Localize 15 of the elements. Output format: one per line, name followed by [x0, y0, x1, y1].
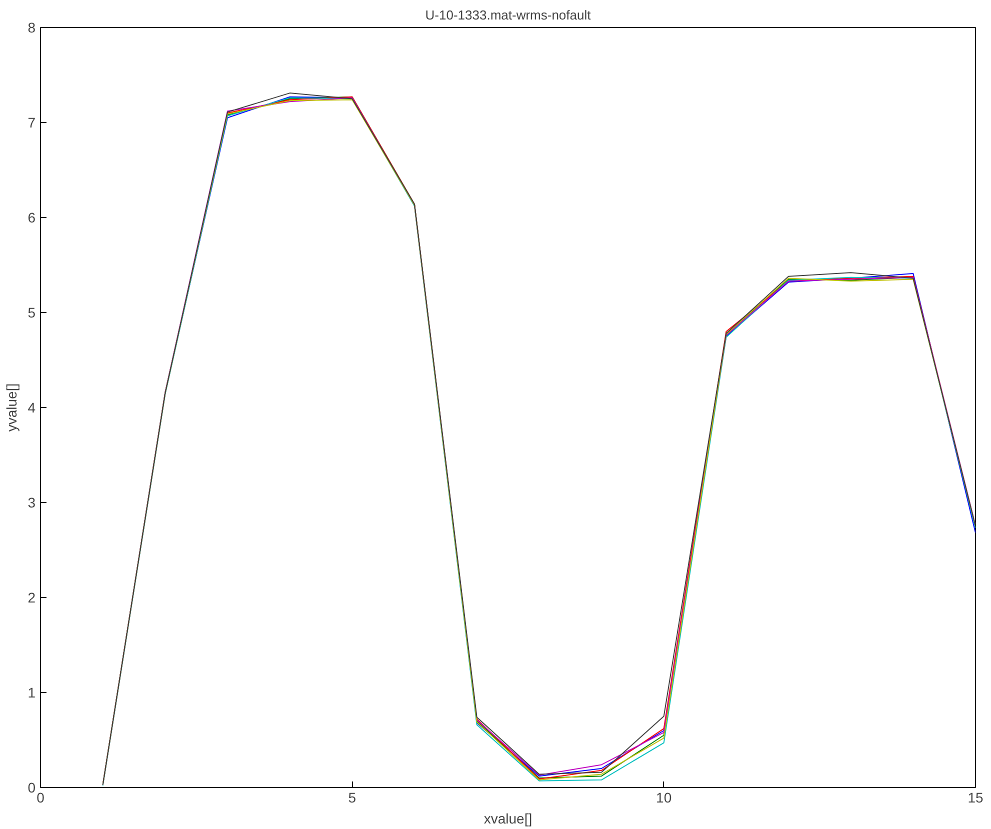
x-tick-label: 5 [348, 790, 356, 806]
y-tick-label: 8 [28, 20, 36, 36]
x-axis-title: xvalue[] [484, 810, 532, 826]
y-axis-title: yvalue[] [4, 383, 20, 432]
x-tick-label: 10 [656, 790, 672, 806]
y-tick-label: 3 [28, 494, 36, 510]
y-tick-label: 1 [28, 684, 36, 700]
x-tick-label: 15 [968, 790, 984, 806]
y-tick-label: 5 [28, 304, 36, 320]
y-tick-label: 2 [28, 590, 36, 606]
chart-title: U-10-1333.mat-wrms-nofault [425, 8, 592, 22]
y-tick-label: 4 [28, 400, 36, 416]
y-tick-label: 7 [28, 114, 36, 130]
y-tick-label: 6 [28, 210, 36, 226]
y-tick-label: 0 [28, 780, 36, 796]
